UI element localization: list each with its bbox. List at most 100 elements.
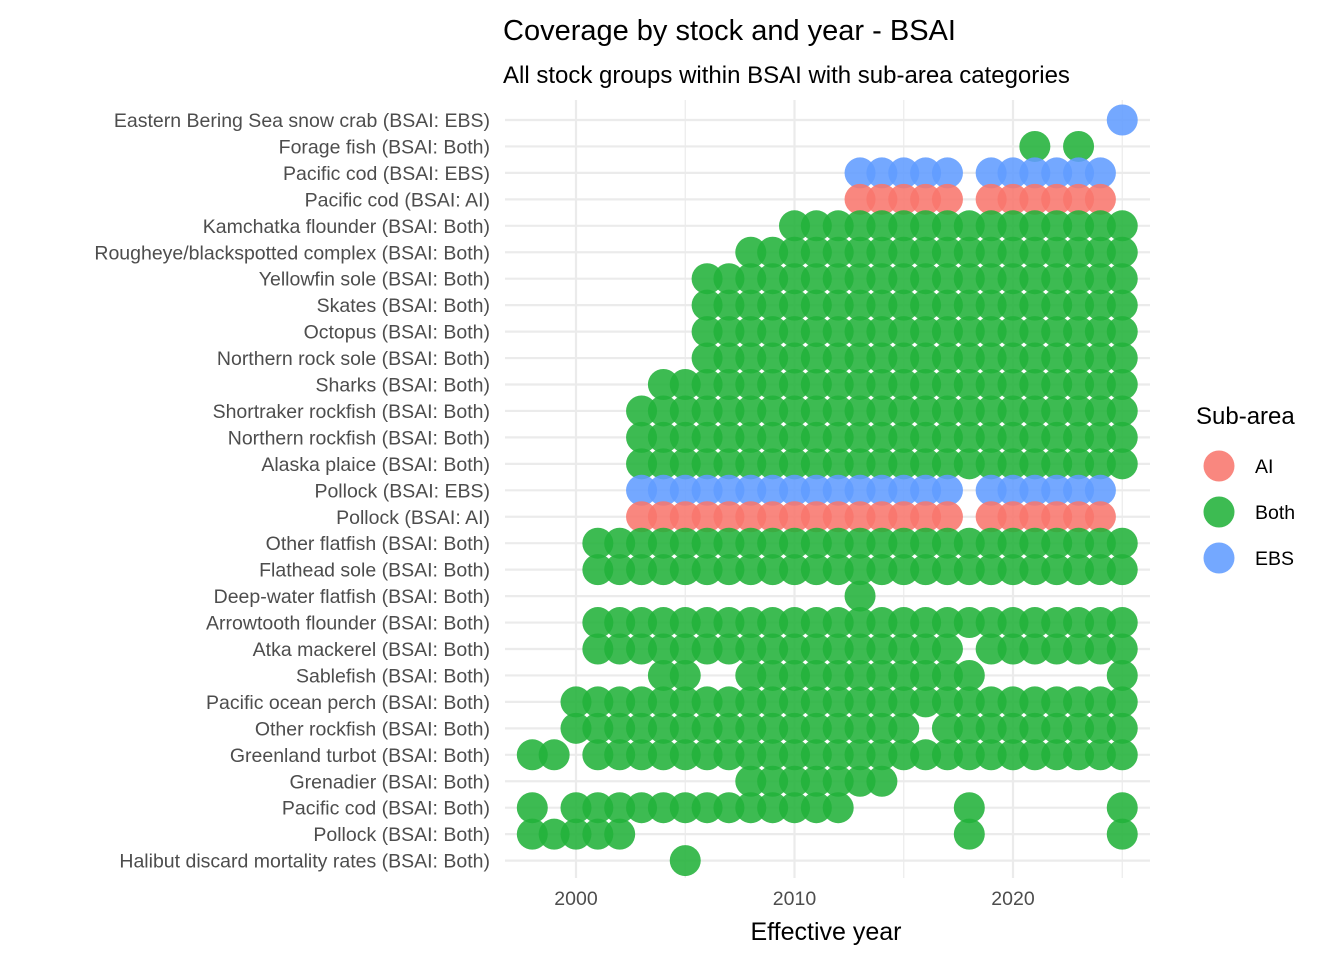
data-point	[647, 739, 679, 771]
data-point	[604, 554, 636, 586]
data-point	[1019, 316, 1051, 348]
data-point	[888, 712, 920, 744]
data-point	[866, 739, 898, 771]
legend-title: Sub-area	[1196, 403, 1295, 430]
data-point	[735, 633, 767, 665]
data-point	[779, 633, 810, 665]
data-point	[888, 210, 920, 242]
data-point	[997, 236, 1029, 268]
data-point	[757, 739, 789, 771]
data-point	[975, 607, 1007, 639]
data-point	[866, 316, 898, 348]
data-point	[931, 474, 963, 506]
data-point	[844, 395, 876, 427]
data-point	[866, 369, 898, 400]
y-tick-label: Northern rockfish (BSAI: Both)	[228, 427, 490, 449]
data-point	[516, 792, 548, 824]
data-point	[975, 316, 1007, 348]
data-point	[669, 527, 701, 559]
data-point	[910, 395, 942, 427]
data-point	[735, 712, 767, 744]
data-point	[800, 554, 832, 586]
data-point	[779, 369, 810, 400]
y-tick-label: Pacific ocean perch (BSAI: Both)	[206, 692, 490, 714]
data-point	[888, 607, 920, 639]
data-point	[1063, 289, 1095, 321]
data-point	[735, 501, 767, 533]
data-point	[691, 421, 723, 453]
data-point	[1084, 316, 1116, 348]
data-point	[735, 395, 767, 427]
data-point	[953, 792, 985, 824]
data-point	[735, 316, 767, 348]
data-point	[1019, 686, 1051, 718]
data-point	[866, 210, 898, 242]
data-point	[975, 527, 1007, 559]
y-tick-label: Pollock (BSAI: Both)	[313, 824, 490, 846]
data-point	[1063, 130, 1095, 162]
data-point	[1019, 474, 1051, 506]
data-point	[888, 739, 920, 771]
data-point	[779, 448, 810, 480]
data-point	[975, 448, 1007, 480]
data-point	[757, 792, 789, 824]
data-point	[582, 792, 614, 824]
legend-label: AI	[1255, 456, 1273, 478]
data-point	[888, 448, 920, 480]
data-point	[669, 659, 701, 691]
data-point	[691, 263, 723, 295]
data-point	[910, 263, 942, 295]
data-point	[800, 369, 832, 400]
y-tick-label: Pacific cod (BSAI: AI)	[305, 189, 490, 211]
data-point	[626, 712, 658, 744]
data-point	[757, 527, 789, 559]
data-point	[866, 527, 898, 559]
data-point	[1041, 157, 1073, 189]
data-point	[1063, 712, 1095, 744]
data-point	[1106, 818, 1138, 850]
data-point	[779, 289, 810, 321]
data-point	[800, 527, 832, 559]
data-point	[931, 712, 963, 744]
data-point	[800, 765, 832, 797]
data-point	[626, 633, 658, 665]
data-point	[953, 686, 985, 718]
data-point	[1106, 659, 1138, 691]
data-point	[691, 369, 723, 400]
data-point	[691, 474, 723, 506]
data-point	[626, 474, 658, 506]
data-point	[691, 448, 723, 480]
data-point	[866, 686, 898, 718]
data-point	[997, 395, 1029, 427]
data-point	[800, 686, 832, 718]
y-tick-label: Pacific cod (BSAI: EBS)	[283, 163, 490, 185]
data-point	[669, 686, 701, 718]
data-point	[844, 659, 876, 691]
data-point	[757, 501, 789, 533]
data-point	[997, 183, 1029, 215]
data-point	[735, 686, 767, 718]
data-point	[844, 421, 876, 453]
data-point	[735, 607, 767, 639]
data-point	[1041, 686, 1073, 718]
data-point	[735, 342, 767, 374]
data-point	[691, 633, 723, 665]
data-point	[1019, 607, 1051, 639]
data-point	[779, 765, 810, 797]
data-point	[910, 474, 942, 506]
data-point	[866, 765, 898, 797]
data-point	[647, 527, 679, 559]
data-point	[735, 448, 767, 480]
data-point	[888, 236, 920, 268]
data-point	[822, 342, 854, 374]
data-point	[1041, 263, 1073, 295]
y-tick-label: Grenadier (BSAI: Both)	[289, 771, 490, 793]
y-tick-label: Greenland turbot (BSAI: Both)	[230, 745, 490, 767]
data-point	[757, 765, 789, 797]
data-point	[997, 686, 1029, 718]
data-point	[931, 342, 963, 374]
data-point	[713, 474, 745, 506]
data-point	[735, 765, 767, 797]
data-point	[757, 633, 789, 665]
